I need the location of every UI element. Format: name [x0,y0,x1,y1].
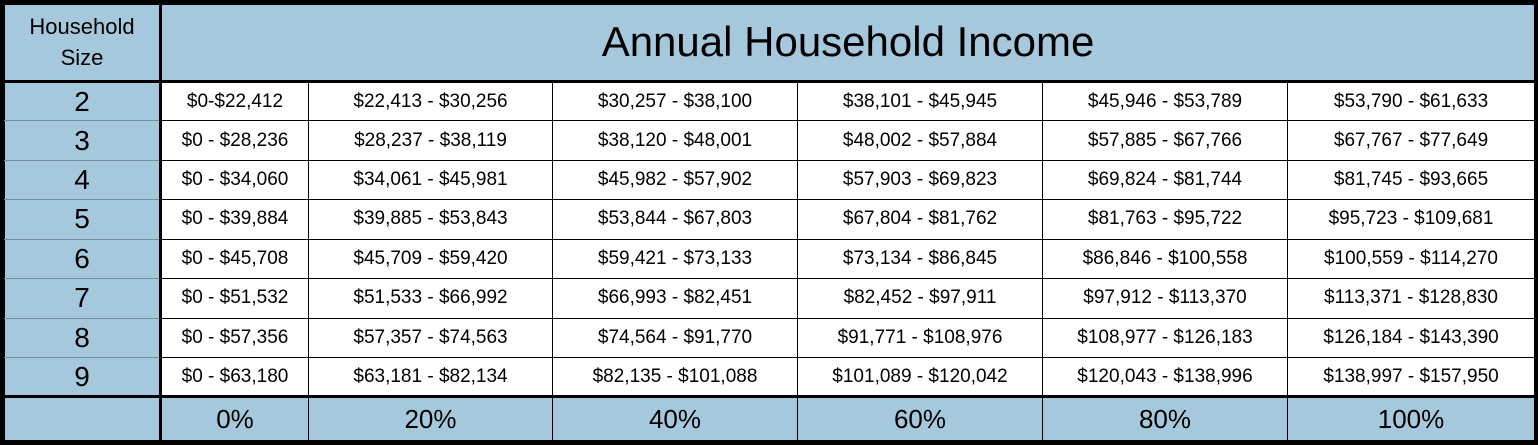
table-row: 3 $0 - $28,236 $28,237 - $38,119 $38,120 - … [4,120,1536,161]
income-range-cell: $38,101 - $45,945 [797,80,1043,122]
income-range-cell: $67,804 - $81,762 [797,199,1043,240]
income-range-cell: $113,371 - $128,830 [1286,278,1536,319]
household-size-cell: 8 [4,317,162,358]
percentage-cell: 80% [1042,395,1288,441]
income-range-cell: $45,946 - $53,789 [1042,80,1288,122]
income-range-cell: $53,844 - $67,803 [552,199,798,240]
income-range-cell: $66,993 - $82,451 [552,278,798,319]
income-range-cell: $0 - $57,356 [160,317,309,358]
household-size-cell: 5 [4,199,162,240]
income-range-cell: $100,559 - $114,270 [1286,238,1536,280]
table-row: 4 $0 - $34,060 $34,061 - $45,981 $45,982 - … [4,159,1536,201]
percentage-cell: 0% [160,395,309,441]
income-range-cell: $69,824 - $81,744 [1042,159,1288,201]
table-row: 2 $0-$22,412 $22,413 - $30,256 $30,257 - $3… [4,80,1536,122]
income-range-cell: $126,184 - $143,390 [1286,317,1536,358]
percentage-cell: 60% [797,395,1043,441]
income-range-cell: $53,790 - $61,633 [1286,80,1536,122]
percentage-cell: 40% [552,395,798,441]
income-range-cell: $0-$22,412 [160,80,309,122]
income-range-cell: $45,982 - $57,902 [552,159,798,201]
income-range-cell: $0 - $51,532 [160,278,309,319]
income-range-cell: $57,903 - $69,823 [797,159,1043,201]
percentage-row: 0% 20% 40% 60% 80% 100% [4,395,1536,441]
income-range-cell: $82,452 - $97,911 [797,278,1043,319]
income-range-cell: $28,237 - $38,119 [308,120,553,161]
income-table: Household Size Annual Household Income 2… [4,4,1536,441]
income-range-cell: $34,061 - $45,981 [308,159,553,201]
income-range-cell: $82,135 - $101,088 [552,356,798,398]
income-range-cell: $86,846 - $100,558 [1042,238,1288,280]
income-range-cell: $30,257 - $38,100 [552,80,798,122]
income-range-cell: $57,885 - $67,766 [1042,120,1288,161]
income-range-cell: $51,533 - $66,992 [308,278,553,319]
income-range-cell: $81,763 - $95,722 [1042,199,1288,240]
table-row: 5 $0 - $39,884 $39,885 - $53,843 $53,844 - … [4,199,1536,240]
income-range-cell: $97,912 - $113,370 [1042,278,1288,319]
income-range-cell: $138,997 - $157,950 [1286,356,1536,398]
income-range-cell: $48,002 - $57,884 [797,120,1043,161]
income-range-cell: $91,771 - $108,976 [797,317,1043,358]
household-size-cell: 9 [4,356,162,398]
footer-blank-cell [4,395,162,441]
table-row: 7 $0 - $51,532 $51,533 - $66,992 $66,993 - … [4,278,1536,319]
income-range-cell: $45,709 - $59,420 [308,238,553,280]
income-range-cell: $74,564 - $91,770 [552,317,798,358]
income-range-cell: $63,181 - $82,134 [308,356,553,398]
income-range-cell: $95,723 - $109,681 [1286,199,1536,240]
percentage-cell: 100% [1286,395,1536,441]
income-range-cell: $59,421 - $73,133 [552,238,798,280]
household-size-cell: 7 [4,278,162,319]
income-range-cell: $120,043 - $138,996 [1042,356,1288,398]
household-size-cell: 2 [4,80,162,122]
income-range-cell: $0 - $39,884 [160,199,309,240]
income-range-cell: $39,885 - $53,843 [308,199,553,240]
household-size-cell: 3 [4,120,162,161]
header-row: Household Size Annual Household Income [4,4,1536,83]
income-range-cell: $67,767 - $77,649 [1286,120,1536,161]
income-range-cell: $57,357 - $74,563 [308,317,553,358]
income-range-cell: $22,413 - $30,256 [308,80,553,122]
income-range-cell: $73,134 - $86,845 [797,238,1043,280]
income-range-cell: $0 - $63,180 [160,356,309,398]
household-size-cell: 6 [4,238,162,280]
household-size-header: Household Size [4,4,162,83]
percentage-cell: 20% [308,395,553,441]
table-row: 9 $0 - $63,180 $63,181 - $82,134 $82,135 - … [4,356,1536,398]
table-row: 8 $0 - $57,356 $57,357 - $74,563 $74,564 - … [4,317,1536,358]
table-title: Annual Household Income [159,4,1536,83]
income-range-cell: $108,977 - $126,183 [1042,317,1288,358]
income-range-cell: $81,745 - $93,665 [1286,159,1536,201]
income-range-cell: $0 - $45,708 [160,238,309,280]
income-range-cell: $0 - $28,236 [160,120,309,161]
table-row: 6 $0 - $45,708 $45,709 - $59,420 $59,421 - … [4,238,1536,280]
income-range-cell: $38,120 - $48,001 [552,120,798,161]
income-range-cell: $0 - $34,060 [160,159,309,201]
income-range-cell: $101,089 - $120,042 [797,356,1043,398]
household-size-cell: 4 [4,159,162,201]
